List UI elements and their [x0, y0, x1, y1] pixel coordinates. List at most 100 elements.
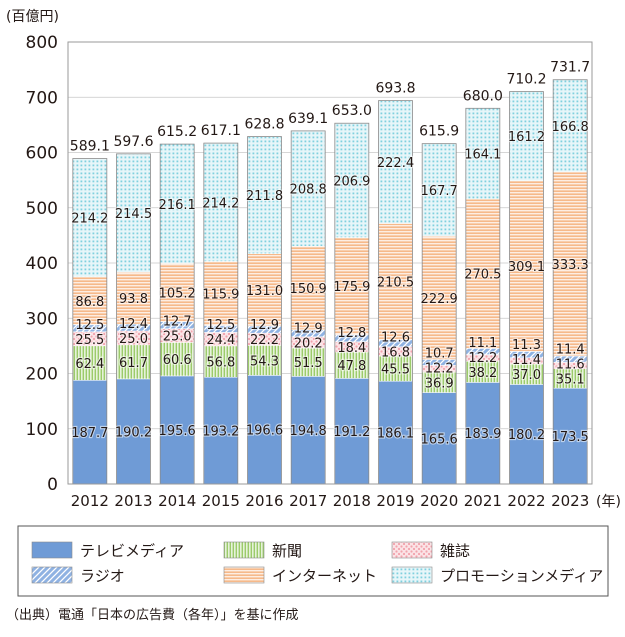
bar-segment [247, 253, 282, 327]
segment-value-label: 62.4 [75, 357, 104, 372]
bar-segment [421, 392, 457, 485]
legend-label: 新聞 [272, 542, 302, 560]
segment-value-label: 11.6 [556, 357, 585, 372]
bar-segment [159, 375, 195, 485]
segment-value-label: 194.8 [290, 424, 327, 439]
segment-value-label: 12.9 [294, 321, 323, 336]
bar-total-label: 710.2 [506, 72, 546, 88]
grid-layer [68, 41, 592, 430]
plot-frame [67, 41, 593, 485]
bar-total-label: 693.8 [375, 81, 415, 97]
y-tick-label: 500 [26, 199, 58, 219]
legend-swatch [223, 541, 265, 559]
bar-segment [247, 375, 282, 485]
segment-value-label: 38.2 [468, 366, 497, 381]
bar-total-label: 617.1 [201, 123, 241, 139]
segment-value-label: 93.8 [119, 292, 148, 307]
segment-value-label: 165.6 [421, 432, 458, 447]
segment-value-label: 35.1 [556, 372, 585, 387]
x-tick-label: 2017 [289, 492, 327, 510]
segment-value-label: 37.0 [512, 368, 541, 383]
y-tick-label: 600 [26, 144, 58, 164]
legend-box [17, 525, 609, 597]
segment-value-label: 18.4 [337, 341, 366, 356]
segment-value-label: 187.7 [71, 426, 108, 441]
segment-value-label: 11.4 [512, 353, 541, 368]
bar-segment [465, 108, 501, 200]
bar-total-label: 615.9 [419, 124, 459, 140]
segment-value-label: 196.6 [246, 424, 283, 439]
bar-segment [290, 130, 326, 247]
bar-segment [378, 355, 413, 382]
segment-value-label: 20.2 [294, 336, 323, 351]
segment-value-label: 12.9 [250, 318, 279, 333]
bar-segment [203, 345, 239, 378]
segment-value-label: 11.3 [512, 338, 541, 353]
bar-segment [159, 263, 195, 322]
segment-value-label: 175.9 [333, 280, 370, 295]
segment-value-label: 193.2 [202, 425, 239, 440]
x-unit-label: (年) [596, 494, 621, 510]
x-tick-label: 2015 [202, 492, 240, 510]
segment-value-label: 12.8 [337, 326, 366, 341]
segment-value-label: 10.7 [425, 346, 454, 361]
x-tick-label: 2013 [114, 492, 152, 510]
bar-total-label: 680.0 [463, 88, 503, 104]
y-tick-label: 0 [47, 475, 58, 495]
segment-value-label: 210.5 [377, 276, 414, 291]
segment-value-label: 173.5 [552, 430, 589, 445]
segment-value-label: 333.3 [552, 258, 589, 273]
segment-value-label: 211.8 [246, 189, 283, 204]
segment-value-label: 12.5 [75, 318, 104, 333]
segment-value-label: 36.9 [425, 376, 454, 391]
legend-swatch [31, 541, 73, 559]
segment-value-label: 12.2 [425, 361, 454, 376]
legend-swatch [223, 566, 265, 584]
legend-swatch [391, 566, 433, 584]
bar-segment [290, 376, 326, 485]
legend-label: テレビメディア [80, 542, 184, 560]
x-tick-label: 2014 [158, 492, 196, 510]
segment-value-label: 24.4 [206, 333, 235, 348]
bar-total-label: 615.2 [157, 124, 197, 140]
segment-value-label: 12.4 [119, 317, 148, 332]
segment-value-label: 180.2 [508, 428, 545, 443]
bar-segment [159, 143, 195, 264]
segment-value-label: 47.8 [337, 359, 366, 374]
segment-value-label: 11.4 [556, 342, 585, 357]
segment-value-label: 12.6 [381, 330, 410, 345]
segment-value-label: 45.5 [381, 363, 410, 378]
bar-segment [203, 377, 239, 485]
y-tick-label: 400 [26, 254, 58, 274]
segment-value-label: 164.1 [464, 148, 501, 163]
segment-value-label: 183.9 [464, 427, 501, 442]
bar-segment [290, 246, 326, 330]
bar-segment [334, 378, 370, 485]
bar-segment [247, 136, 282, 254]
bar-segment [203, 142, 239, 262]
segment-value-label: 60.6 [163, 353, 192, 368]
segment-value-label: 54.3 [250, 354, 279, 369]
bar-total-label: 628.8 [244, 117, 284, 133]
source-note: （出典）電通「日本の広告費（各年）」を基に作成 [6, 608, 299, 623]
bar-segment [378, 380, 413, 485]
legend-label: インターネット [272, 567, 377, 585]
segment-value-label: 12.5 [206, 318, 235, 333]
bar-total-label: 597.6 [113, 134, 153, 150]
bar-segment [159, 342, 195, 377]
legend-label: 雑誌 [440, 542, 470, 560]
segment-value-label: 222.4 [377, 156, 414, 171]
segment-value-label: 25.5 [75, 333, 104, 348]
segment-value-label: 12.2 [468, 351, 497, 366]
bar-total-label: 731.7 [550, 60, 590, 76]
segment-value-label: 16.8 [381, 345, 410, 360]
segment-value-label: 214.2 [202, 196, 239, 211]
x-tick-label: 2022 [507, 492, 545, 510]
bar-segment [116, 378, 151, 485]
segment-value-label: 61.7 [119, 356, 148, 371]
x-tick-label: 2023 [551, 492, 589, 510]
y-tick-label: 800 [26, 33, 58, 53]
bar-total-label: 639.1 [288, 111, 328, 127]
segment-value-label: 161.2 [508, 130, 545, 145]
segment-value-label: 214.5 [115, 207, 152, 222]
